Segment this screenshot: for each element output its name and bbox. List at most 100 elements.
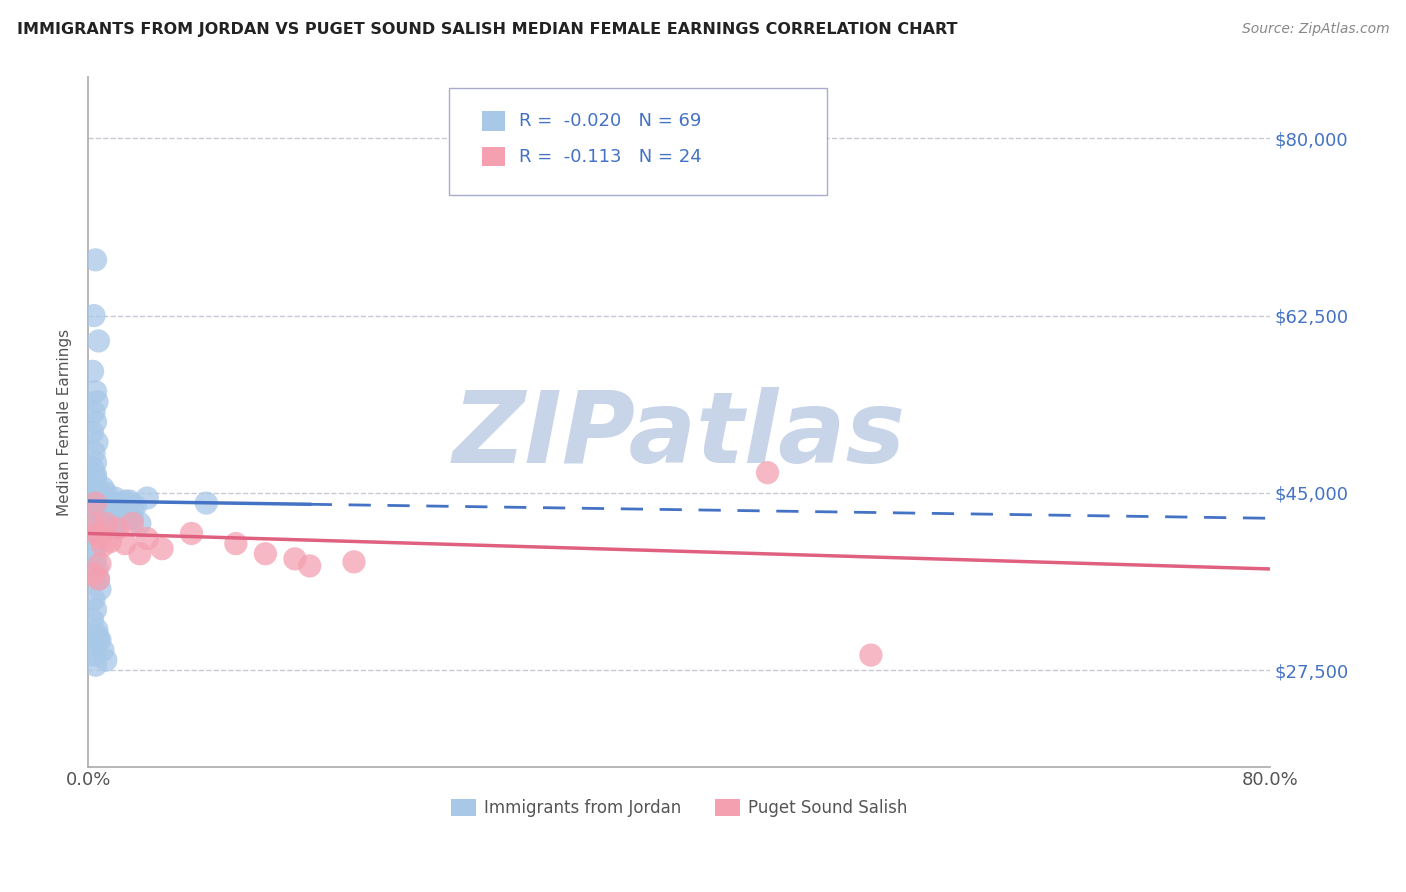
Point bbox=[94, 486, 117, 500]
Point bbox=[84, 511, 107, 525]
Point bbox=[150, 541, 173, 556]
Point bbox=[83, 405, 105, 419]
Point bbox=[83, 498, 105, 512]
Point bbox=[87, 334, 110, 348]
Point bbox=[84, 602, 107, 616]
Point bbox=[89, 632, 111, 647]
Point bbox=[114, 494, 136, 508]
Point bbox=[136, 532, 159, 546]
Point bbox=[83, 516, 105, 531]
Point bbox=[94, 653, 117, 667]
Point bbox=[89, 506, 111, 520]
Point bbox=[86, 526, 108, 541]
Point bbox=[107, 516, 129, 531]
Point bbox=[84, 471, 107, 485]
Text: ZIPatlas: ZIPatlas bbox=[453, 387, 905, 484]
Point bbox=[87, 496, 110, 510]
Point bbox=[82, 532, 104, 546]
Point bbox=[107, 498, 129, 512]
Point bbox=[82, 364, 104, 378]
Point bbox=[98, 508, 121, 523]
Point bbox=[89, 582, 111, 597]
Point bbox=[298, 558, 321, 573]
Point bbox=[83, 504, 105, 518]
Text: Source: ZipAtlas.com: Source: ZipAtlas.com bbox=[1241, 22, 1389, 37]
Point bbox=[107, 496, 129, 510]
Point bbox=[83, 541, 105, 556]
Point bbox=[104, 491, 127, 505]
Point bbox=[83, 491, 105, 505]
Point bbox=[84, 658, 107, 673]
Point bbox=[84, 486, 107, 500]
Y-axis label: Median Female Earnings: Median Female Earnings bbox=[58, 328, 72, 516]
Point bbox=[86, 623, 108, 637]
Point bbox=[84, 456, 107, 470]
Point bbox=[94, 516, 117, 531]
Point bbox=[82, 491, 104, 505]
Point bbox=[82, 613, 104, 627]
Point bbox=[107, 521, 129, 535]
Text: R =  -0.020   N = 69: R = -0.020 N = 69 bbox=[519, 112, 702, 130]
Point bbox=[84, 467, 107, 482]
Point bbox=[121, 511, 143, 525]
Point bbox=[128, 516, 150, 531]
Point bbox=[91, 481, 114, 495]
Point bbox=[83, 475, 105, 490]
Point bbox=[859, 648, 882, 662]
Point bbox=[86, 501, 108, 516]
Point bbox=[84, 496, 107, 510]
Point bbox=[89, 532, 111, 546]
Point bbox=[136, 491, 159, 505]
FancyBboxPatch shape bbox=[482, 112, 505, 130]
Text: IMMIGRANTS FROM JORDAN VS PUGET SOUND SALISH MEDIAN FEMALE EARNINGS CORRELATION : IMMIGRANTS FROM JORDAN VS PUGET SOUND SA… bbox=[17, 22, 957, 37]
Point bbox=[284, 551, 307, 566]
Point bbox=[84, 384, 107, 399]
Point bbox=[83, 648, 105, 662]
Point bbox=[84, 252, 107, 267]
Point bbox=[114, 506, 136, 520]
Point bbox=[86, 628, 108, 642]
Point bbox=[84, 415, 107, 429]
FancyBboxPatch shape bbox=[482, 147, 505, 166]
Point bbox=[87, 572, 110, 586]
Point bbox=[104, 521, 127, 535]
Point bbox=[254, 547, 277, 561]
Point bbox=[82, 638, 104, 652]
Point bbox=[87, 572, 110, 586]
Legend: Immigrants from Jordan, Puget Sound Salish: Immigrants from Jordan, Puget Sound Sali… bbox=[444, 792, 914, 823]
Point bbox=[82, 425, 104, 439]
Point bbox=[80, 466, 103, 480]
Point bbox=[124, 499, 146, 513]
Point bbox=[128, 547, 150, 561]
Point bbox=[756, 466, 779, 480]
Point bbox=[98, 534, 121, 549]
Point bbox=[82, 481, 104, 495]
Point bbox=[91, 643, 114, 657]
Text: R =  -0.113   N = 24: R = -0.113 N = 24 bbox=[519, 148, 702, 166]
Point bbox=[91, 539, 114, 553]
Point bbox=[87, 483, 110, 498]
Point bbox=[110, 496, 132, 510]
Point bbox=[86, 562, 108, 576]
Point bbox=[225, 536, 247, 550]
Point bbox=[87, 632, 110, 647]
Point bbox=[83, 567, 105, 582]
FancyBboxPatch shape bbox=[449, 87, 827, 194]
Point bbox=[86, 521, 108, 535]
Point bbox=[114, 536, 136, 550]
Point bbox=[98, 506, 121, 520]
Point bbox=[91, 496, 114, 510]
Point bbox=[83, 592, 105, 607]
Point bbox=[86, 394, 108, 409]
Point bbox=[89, 557, 111, 571]
Point bbox=[86, 488, 108, 502]
Point bbox=[83, 445, 105, 459]
Point bbox=[98, 501, 121, 516]
Point bbox=[84, 551, 107, 566]
Point bbox=[121, 501, 143, 516]
Point bbox=[180, 526, 202, 541]
Point bbox=[343, 555, 366, 569]
Point bbox=[86, 435, 108, 450]
Point bbox=[195, 496, 218, 510]
Point bbox=[121, 516, 143, 531]
